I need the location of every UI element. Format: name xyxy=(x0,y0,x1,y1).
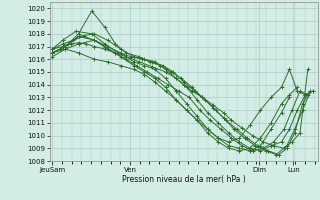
X-axis label: Pression niveau de la mer( hPa ): Pression niveau de la mer( hPa ) xyxy=(122,175,246,184)
